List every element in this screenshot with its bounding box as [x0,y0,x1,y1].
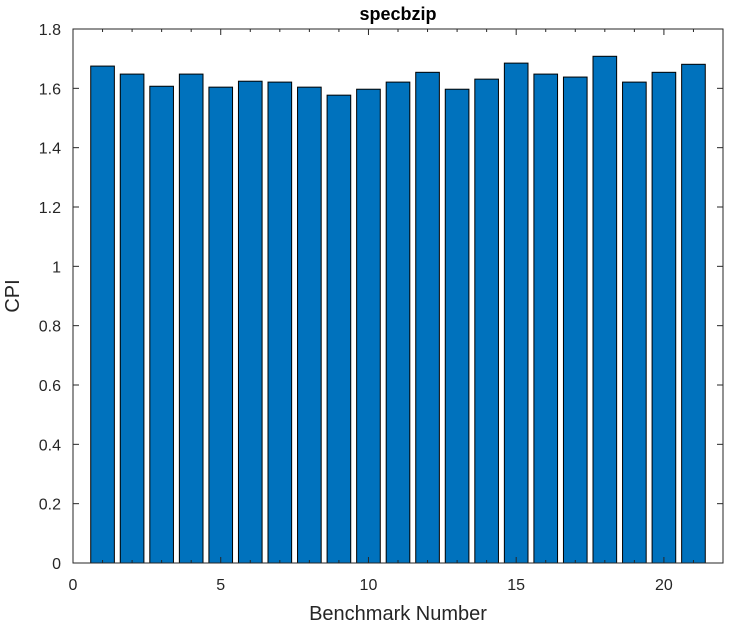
bar-21 [681,63,706,564]
chart-title: specbzip [359,4,436,24]
bar-15 [503,62,529,564]
x-tick-label: 20 [655,577,673,594]
bar-4 [178,73,204,564]
y-axis: 0 0.2 0.4 0.6 0.8 1 1.2 1.4 1.6 1.8 [39,22,723,573]
bar-6 [237,80,263,564]
x-tick-label: 10 [360,577,378,594]
bar-3 [149,85,174,564]
x-tick-label: 15 [507,577,525,594]
bar-7 [267,81,293,564]
bar-13 [444,88,470,564]
bar-17 [562,76,588,564]
x-axis: 0 5 10 15 20 [69,29,724,594]
y-tick-label: 1.8 [39,22,61,39]
x-axis-title: Benchmark Number [309,603,487,625]
bar-2 [119,73,145,564]
bar-14 [474,78,499,564]
bar-12 [415,71,440,564]
y-tick-label: 0.6 [39,378,61,395]
bar-1 [90,65,115,564]
y-tick-label: 1.6 [39,81,61,98]
y-tick-label: 0.4 [39,437,61,454]
x-tick-label: 5 [216,577,225,594]
bar-10 [356,88,381,564]
bar-19 [622,81,647,564]
bar-9 [326,94,352,564]
bar-8 [297,86,322,564]
y-axis-title: CPI [2,279,24,312]
bar-18 [592,55,618,564]
bar-5 [208,86,234,564]
y-tick-label: 1 [52,259,61,276]
bar-series [90,55,706,564]
y-tick-label: 1.4 [39,141,61,158]
bar-16 [533,73,559,564]
y-tick-label: 1.2 [39,200,61,217]
y-tick-label: 0 [52,556,61,573]
x-tick-label: 0 [69,577,78,594]
y-tick-label: 0.8 [39,319,61,336]
y-tick-label: 0.2 [39,497,61,514]
bar-11 [385,81,411,564]
bar-20 [651,71,677,564]
